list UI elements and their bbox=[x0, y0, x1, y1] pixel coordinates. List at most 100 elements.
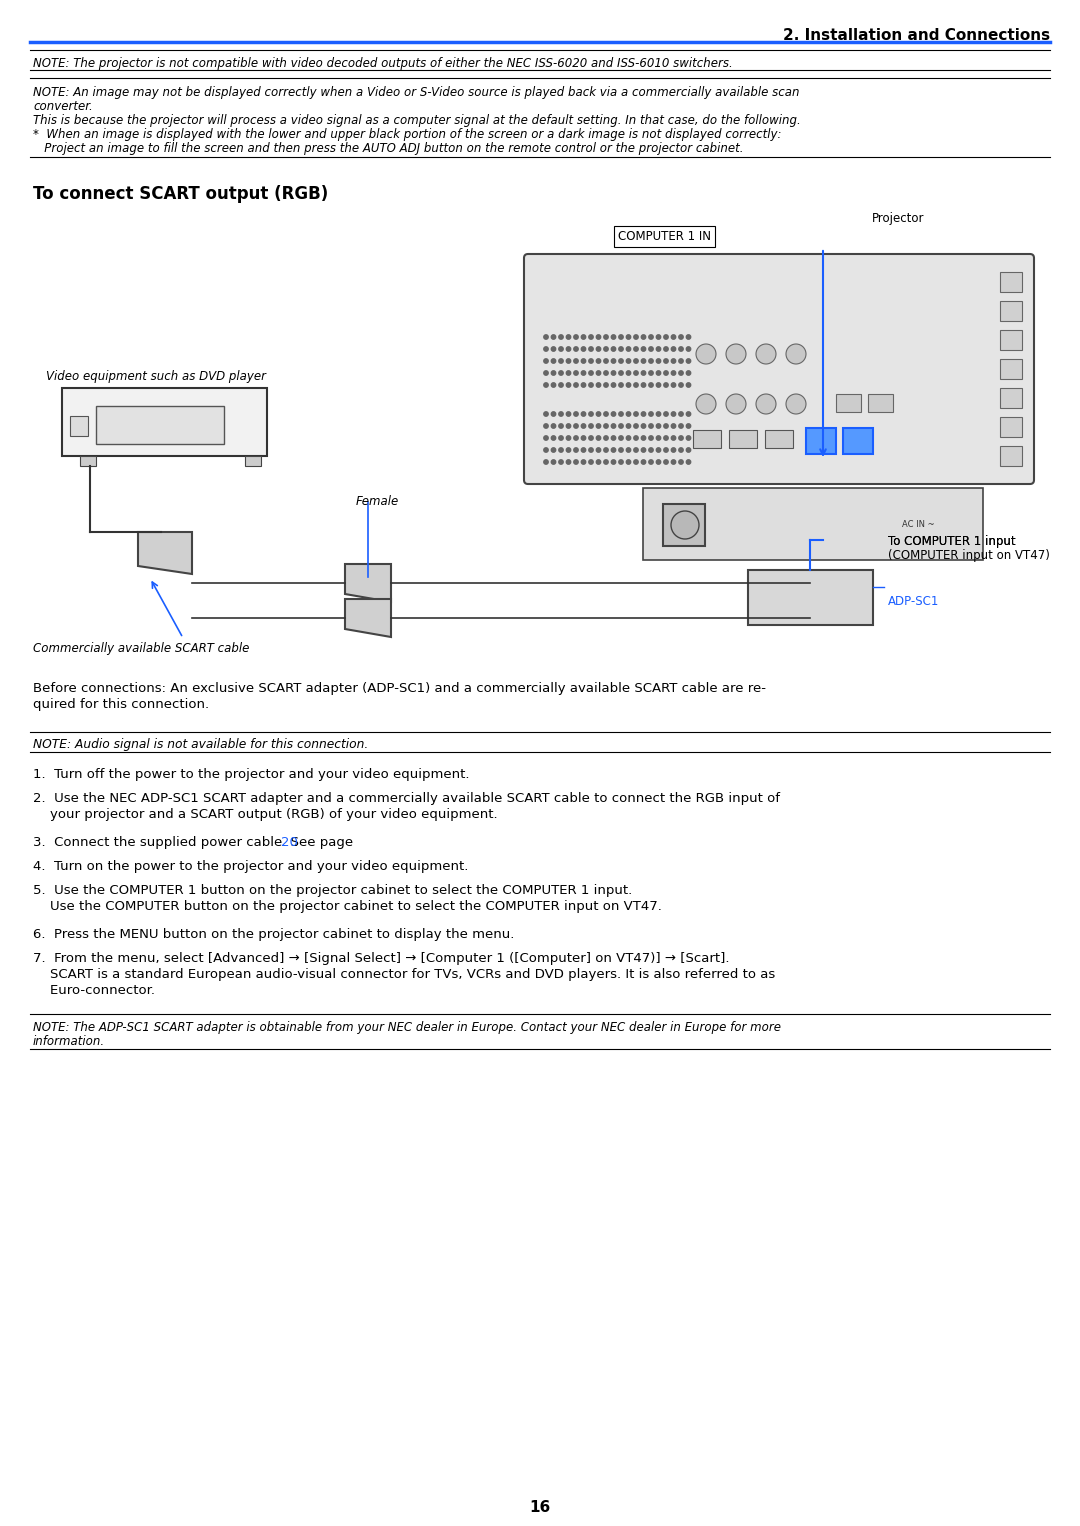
Circle shape bbox=[664, 383, 669, 388]
Circle shape bbox=[642, 359, 646, 363]
Circle shape bbox=[566, 383, 570, 388]
Circle shape bbox=[626, 459, 631, 464]
Circle shape bbox=[619, 346, 623, 351]
Circle shape bbox=[611, 459, 616, 464]
Circle shape bbox=[679, 383, 684, 388]
Circle shape bbox=[634, 346, 638, 351]
Bar bbox=[806, 427, 836, 455]
Circle shape bbox=[611, 334, 616, 339]
Polygon shape bbox=[138, 533, 192, 574]
Circle shape bbox=[544, 436, 549, 439]
Circle shape bbox=[566, 334, 570, 339]
Circle shape bbox=[664, 447, 669, 452]
Circle shape bbox=[611, 412, 616, 417]
Bar bbox=[1000, 272, 1022, 291]
Circle shape bbox=[649, 412, 653, 417]
Text: AC IN ~: AC IN ~ bbox=[902, 519, 934, 528]
Circle shape bbox=[581, 436, 585, 439]
Bar bbox=[836, 394, 861, 412]
Circle shape bbox=[619, 412, 623, 417]
Text: 7.  From the menu, select [Advanced] → [Signal Select] → [Computer 1 ([Computer]: 7. From the menu, select [Advanced] → [S… bbox=[33, 952, 729, 964]
Circle shape bbox=[596, 447, 600, 452]
Circle shape bbox=[649, 447, 653, 452]
Bar bbox=[70, 417, 87, 436]
Text: 4.  Turn on the power to the projector and your video equipment.: 4. Turn on the power to the projector an… bbox=[33, 861, 469, 873]
Bar bbox=[1000, 446, 1022, 465]
Text: Commercially available SCART cable: Commercially available SCART cable bbox=[33, 642, 249, 655]
Circle shape bbox=[611, 371, 616, 375]
Circle shape bbox=[672, 359, 676, 363]
Circle shape bbox=[626, 334, 631, 339]
Circle shape bbox=[649, 359, 653, 363]
Circle shape bbox=[551, 383, 556, 388]
Circle shape bbox=[544, 383, 549, 388]
Circle shape bbox=[596, 383, 600, 388]
Circle shape bbox=[642, 334, 646, 339]
Circle shape bbox=[664, 459, 669, 464]
Bar bbox=[693, 430, 721, 449]
Circle shape bbox=[626, 359, 631, 363]
Circle shape bbox=[686, 459, 691, 464]
Circle shape bbox=[573, 371, 578, 375]
Bar bbox=[80, 456, 96, 465]
Circle shape bbox=[604, 346, 608, 351]
Circle shape bbox=[696, 394, 716, 414]
Circle shape bbox=[551, 436, 556, 439]
Circle shape bbox=[573, 459, 578, 464]
Circle shape bbox=[551, 371, 556, 375]
Circle shape bbox=[581, 424, 585, 429]
Circle shape bbox=[671, 511, 699, 539]
Circle shape bbox=[581, 334, 585, 339]
Bar bbox=[1000, 301, 1022, 320]
Circle shape bbox=[657, 371, 661, 375]
Circle shape bbox=[686, 436, 691, 439]
Circle shape bbox=[544, 346, 549, 351]
Circle shape bbox=[649, 459, 653, 464]
Circle shape bbox=[544, 424, 549, 429]
Circle shape bbox=[679, 371, 684, 375]
Circle shape bbox=[558, 447, 563, 452]
Circle shape bbox=[558, 359, 563, 363]
Circle shape bbox=[619, 383, 623, 388]
Circle shape bbox=[657, 412, 661, 417]
Text: 2.  Use the NEC ADP-SC1 SCART adapter and a commercially available SCART cable t: 2. Use the NEC ADP-SC1 SCART adapter and… bbox=[33, 792, 780, 806]
Circle shape bbox=[604, 459, 608, 464]
Circle shape bbox=[589, 447, 593, 452]
Circle shape bbox=[558, 436, 563, 439]
Circle shape bbox=[686, 371, 691, 375]
Circle shape bbox=[657, 359, 661, 363]
Circle shape bbox=[657, 447, 661, 452]
Circle shape bbox=[566, 371, 570, 375]
Text: Projector: Projector bbox=[872, 212, 924, 224]
Circle shape bbox=[596, 359, 600, 363]
Circle shape bbox=[786, 343, 806, 365]
Circle shape bbox=[634, 359, 638, 363]
Bar bbox=[1000, 388, 1022, 407]
Circle shape bbox=[619, 371, 623, 375]
Bar bbox=[843, 427, 873, 455]
Text: NOTE: The ADP-SC1 SCART adapter is obtainable from your NEC dealer in Europe. Co: NOTE: The ADP-SC1 SCART adapter is obtai… bbox=[33, 1021, 781, 1035]
Circle shape bbox=[604, 359, 608, 363]
Circle shape bbox=[664, 334, 669, 339]
Circle shape bbox=[566, 447, 570, 452]
Circle shape bbox=[686, 334, 691, 339]
Text: Female: Female bbox=[356, 494, 400, 508]
Circle shape bbox=[566, 412, 570, 417]
Circle shape bbox=[558, 459, 563, 464]
Text: NOTE: Audio signal is not available for this connection.: NOTE: Audio signal is not available for … bbox=[33, 739, 368, 751]
Circle shape bbox=[649, 383, 653, 388]
Circle shape bbox=[634, 447, 638, 452]
Bar bbox=[96, 406, 224, 444]
Text: converter.: converter. bbox=[33, 101, 93, 113]
Text: Use the COMPUTER button on the projector cabinet to select the COMPUTER input on: Use the COMPUTER button on the projector… bbox=[33, 900, 662, 913]
Text: *  When an image is displayed with the lower and upper black portion of the scre: * When an image is displayed with the lo… bbox=[33, 128, 782, 140]
Circle shape bbox=[573, 424, 578, 429]
Text: 1.  Turn off the power to the projector and your video equipment.: 1. Turn off the power to the projector a… bbox=[33, 768, 470, 781]
Circle shape bbox=[786, 394, 806, 414]
Text: Video equipment such as DVD player: Video equipment such as DVD player bbox=[46, 369, 266, 383]
Circle shape bbox=[573, 346, 578, 351]
Circle shape bbox=[566, 359, 570, 363]
Circle shape bbox=[626, 424, 631, 429]
Circle shape bbox=[581, 447, 585, 452]
Circle shape bbox=[672, 424, 676, 429]
